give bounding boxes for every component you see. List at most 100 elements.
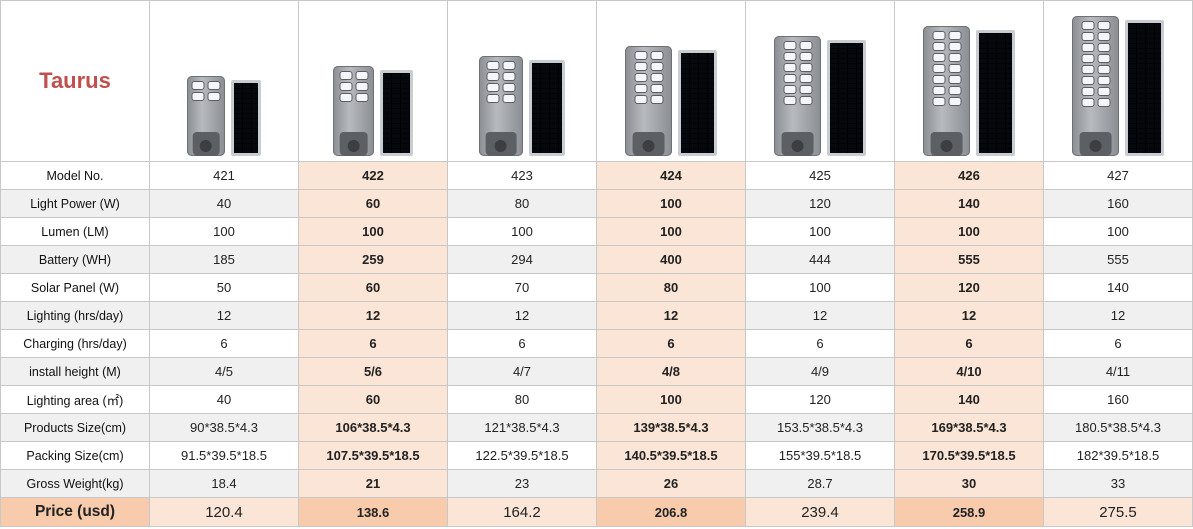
lamp-mount-bracket — [632, 132, 665, 156]
table-cell: 4/11 — [1043, 357, 1193, 386]
table-cell: 427 — [1043, 161, 1193, 190]
street-lamp-head-icon — [479, 56, 523, 156]
table-cell: 422 — [298, 161, 448, 190]
led-module — [635, 63, 646, 70]
led-module — [1098, 33, 1109, 40]
table-cell: 120 — [745, 189, 895, 218]
product-image-cell — [298, 0, 448, 162]
led-module — [487, 62, 499, 69]
table-cell: 423 — [447, 161, 597, 190]
led-module — [800, 75, 811, 82]
led-module — [1098, 77, 1109, 84]
table-cell: 555 — [894, 245, 1044, 274]
table-cell: 6 — [1043, 329, 1193, 358]
led-module — [651, 74, 662, 81]
led-module — [1082, 66, 1093, 73]
table-cell: 12 — [596, 301, 746, 330]
table-cell: 90*38.5*4.3 — [149, 413, 299, 442]
table-cell: 33 — [1043, 469, 1193, 498]
table-cell: 169*38.5*4.3 — [894, 413, 1044, 442]
table-row: Battery (WH) 185 259 294 400 444 555 555 — [0, 245, 1193, 274]
table-cell: 12 — [894, 301, 1044, 330]
product-image-cell — [596, 0, 746, 162]
lamp-mount-bracket — [339, 132, 368, 156]
product-image-cell — [894, 0, 1044, 162]
led-module — [340, 83, 351, 90]
led-module — [933, 76, 944, 83]
table-cell: 12 — [1043, 301, 1193, 330]
solar-panel-icon — [380, 70, 413, 156]
table-cell: 170.5*39.5*18.5 — [894, 441, 1044, 470]
row-label: Gross Weight(kg) — [0, 469, 150, 498]
table-cell: 50 — [149, 273, 299, 302]
product-image-cell — [149, 0, 299, 162]
table-cell: 6 — [894, 329, 1044, 358]
solar-panel-icon — [231, 80, 261, 156]
led-module — [503, 84, 515, 91]
price-row: Price (usd) 120.4 138.6 164.2 206.8 239.4 258.… — [0, 497, 1193, 527]
table-row: Model No. 421 422 423 424 425 426 427 — [0, 161, 1193, 190]
led-module — [933, 65, 944, 72]
price-label: Price (usd) — [0, 497, 150, 527]
table-cell: 120 — [894, 273, 1044, 302]
table-cell: 80 — [447, 385, 597, 414]
table-cell: 12 — [745, 301, 895, 330]
table-cell: 182*39.5*18.5 — [1043, 441, 1193, 470]
led-module — [635, 85, 646, 92]
led-module — [949, 54, 960, 61]
table-row: Packing Size(cm) 91.5*39.5*18.5 107.5*39.5… — [0, 441, 1193, 470]
led-module — [192, 93, 204, 100]
led-module — [949, 65, 960, 72]
led-module — [635, 52, 646, 59]
table-cell: 6 — [447, 329, 597, 358]
table-row: Products Size(cm) 90*38.5*4.3 106*38.5*4.3… — [0, 413, 1193, 442]
table-cell: 140 — [894, 189, 1044, 218]
led-module — [1082, 44, 1093, 51]
table-cell: 400 — [596, 245, 746, 274]
led-module — [208, 82, 220, 89]
row-label: Lighting area (㎡) — [0, 385, 150, 414]
table-cell: 60 — [298, 385, 448, 414]
lamp-mount-bracket — [192, 132, 220, 156]
lamp-mount-bracket — [1079, 132, 1112, 156]
table-cell: 23 — [447, 469, 597, 498]
led-module — [1082, 88, 1093, 95]
led-module — [1098, 55, 1109, 62]
table-cell: 6 — [149, 329, 299, 358]
led-module — [651, 85, 662, 92]
led-module — [1098, 99, 1109, 106]
led-module — [1098, 44, 1109, 51]
table-cell: 30 — [894, 469, 1044, 498]
table-cell: 4/7 — [447, 357, 597, 386]
table-cell: 160 — [1043, 385, 1193, 414]
table-cell: 100 — [745, 273, 895, 302]
table-cell: 26 — [596, 469, 746, 498]
street-lamp-head-icon — [923, 26, 970, 156]
row-label: Battery (WH) — [0, 245, 150, 274]
table-row: Lumen (LM) 100 100 100 100 100 100 100 — [0, 217, 1193, 246]
table-row: Light Power (W) 40 60 80 100 120 140 160 — [0, 189, 1193, 218]
table-cell: 444 — [745, 245, 895, 274]
table-row: Lighting area (㎡) 40 60 80 100 120 140 160 — [0, 385, 1193, 414]
table-cell: 424 — [596, 161, 746, 190]
product-image-cell — [447, 0, 597, 162]
table-cell: 160 — [1043, 189, 1193, 218]
price-cell: 120.4 — [149, 497, 299, 527]
table-cell: 100 — [596, 385, 746, 414]
led-module — [503, 95, 515, 102]
table-cell: 91.5*39.5*18.5 — [149, 441, 299, 470]
table-row: Lighting (hrs/day) 12 12 12 12 12 12 12 — [0, 301, 1193, 330]
led-module — [635, 74, 646, 81]
led-module — [192, 82, 204, 89]
led-module — [784, 97, 795, 104]
table-cell: 18.4 — [149, 469, 299, 498]
row-label: Solar Panel (W) — [0, 273, 150, 302]
led-module — [503, 73, 515, 80]
solar-panel-icon — [827, 40, 866, 156]
led-module — [933, 87, 944, 94]
table-cell: 139*38.5*4.3 — [596, 413, 746, 442]
led-module — [356, 72, 367, 79]
led-module — [933, 54, 944, 61]
led-module — [949, 76, 960, 83]
row-label: Lumen (LM) — [0, 217, 150, 246]
